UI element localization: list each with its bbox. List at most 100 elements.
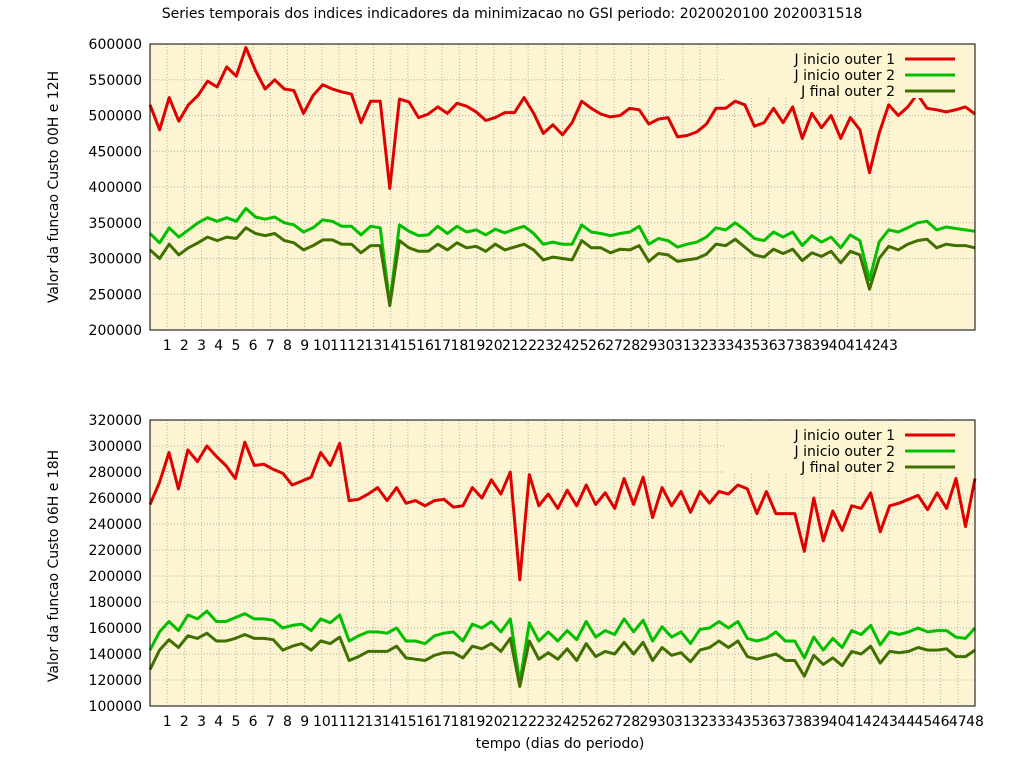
x-tick-label: 32 [691,714,709,730]
x-tick-label: 44 [897,714,915,730]
x-tick-label: 3 [197,338,206,354]
legend-entry-label: J final outer 2 [800,84,895,100]
legend-entry-label: J inicio outer 2 [794,68,896,84]
x-tick-label: 12 [347,338,365,354]
x-tick-label: 43 [880,714,898,730]
x-tick-label: 24 [554,338,572,354]
x-tick-label: 19 [468,714,486,730]
x-tick-label: 4 [214,338,223,354]
x-tick-label: 22 [519,714,537,730]
x-tick-label: 43 [880,338,898,354]
legend-background [725,422,973,474]
x-tick-label: 8 [283,338,292,354]
x-tick-label: 34 [725,338,743,354]
x-tick-label: 17 [433,338,451,354]
x-tick-label: 15 [399,714,417,730]
y-tick-label: 200000 [89,569,142,585]
x-axis-label: tempo (dias do periodo) [476,736,645,752]
y-tick-label: 280000 [89,465,142,481]
y-tick-label: 220000 [89,543,142,559]
series-line-2 [148,206,976,305]
legend: J inicio outer 1J inicio outer 2J final … [725,46,973,100]
x-tick-label: 45 [915,714,933,730]
x-tick-label: 28 [622,338,640,354]
x-tick-label: 41 [846,714,864,730]
x-tick-label: 20 [485,338,503,354]
x-tick-label: 29 [640,338,658,354]
x-tick-label: 7 [266,338,275,354]
y-tick-label: 160000 [89,621,142,637]
x-tick-label: 5 [231,714,240,730]
x-tick-label: 27 [605,714,623,730]
x-tick-label: 40 [829,714,847,730]
x-tick-label: 26 [588,338,606,354]
y-tick-label: 300000 [89,439,142,455]
x-tick-label: 38 [794,714,812,730]
x-tick-label: 32 [691,338,709,354]
y-tick-label: 400000 [89,180,142,196]
x-tick-label: 37 [777,714,795,730]
x-tick-label: 20 [485,714,503,730]
x-tick-label: 9 [300,714,309,730]
x-tick-label: 31 [674,714,692,730]
y-tick-label: 120000 [89,673,142,689]
y-tick-label: 180000 [89,595,142,611]
y-tick-label: 260000 [89,491,142,507]
legend-entry-label: J inicio outer 1 [794,428,896,444]
y-tick-label: 600000 [89,37,142,53]
x-tick-label: 27 [605,338,623,354]
plot-border [149,419,976,707]
x-tick-label: 36 [760,714,778,730]
x-tick-label: 48 [966,714,984,730]
x-tick-label: 34 [725,714,743,730]
x-tick-label: 35 [743,338,761,354]
x-tick-label: 11 [330,338,348,354]
y-tick-label: 200000 [89,323,142,339]
x-tick-label: 6 [249,714,258,730]
x-tick-label: 1 [163,338,172,354]
x-tick-label: 19 [468,338,486,354]
x-tick-label: 15 [399,338,417,354]
series-line-1 [148,46,976,190]
x-tick-label: 29 [640,714,658,730]
x-tick-label: 33 [708,338,726,354]
y-tick-label: 320000 [89,413,142,429]
x-tick-label: 2 [180,714,189,730]
x-tick-label: 3 [197,714,206,730]
x-tick-label: 23 [536,714,554,730]
x-tick-label: 10 [313,714,331,730]
figure-title: Series temporais dos indices indicadores… [162,6,863,22]
legend-entry-label: J final outer 2 [800,460,895,476]
x-tick-label: 42 [863,338,881,354]
x-tick-label: 21 [502,338,520,354]
y-tick-label: 500000 [89,109,142,125]
x-tick-label: 25 [571,338,589,354]
x-tick-label: 36 [760,338,778,354]
x-tick-label: 31 [674,338,692,354]
x-tick-label: 35 [743,714,761,730]
x-tick-label: 33 [708,714,726,730]
x-tick-label: 21 [502,714,520,730]
y-tick-label: 450000 [89,144,142,160]
x-tick-label: 5 [231,338,240,354]
x-tick-label: 25 [571,714,589,730]
x-tick-label: 13 [365,338,383,354]
x-tick-label: 6 [249,338,258,354]
x-tick-label: 30 [657,714,675,730]
y-axis-label-top: Valor da funcao Custo 00H e 12H [46,71,62,303]
series-line-2 [148,609,977,685]
x-tick-label: 11 [330,714,348,730]
y-tick-label: 350000 [89,216,142,232]
x-tick-label: 17 [433,714,451,730]
x-tick-label: 39 [811,338,829,354]
x-tick-label: 9 [300,338,309,354]
x-tick-label: 24 [554,714,572,730]
x-tick-label: 16 [416,338,434,354]
legend: J inicio outer 1J inicio outer 2J final … [725,422,973,476]
legend-entry-label: J inicio outer 1 [794,52,896,68]
y-tick-label: 550000 [89,73,142,89]
x-tick-label: 40 [829,338,847,354]
y-tick-label: 240000 [89,517,142,533]
x-tick-label: 39 [811,714,829,730]
